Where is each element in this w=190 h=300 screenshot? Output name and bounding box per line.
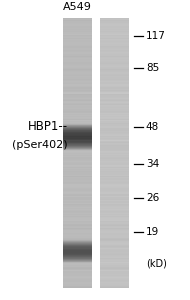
Text: (kD): (kD) <box>146 258 167 268</box>
Text: A549: A549 <box>63 2 91 12</box>
Text: 26: 26 <box>146 193 159 203</box>
Text: 48: 48 <box>146 122 159 132</box>
Text: 34: 34 <box>146 159 159 169</box>
Text: 19: 19 <box>146 227 159 237</box>
Text: (pSer402): (pSer402) <box>12 140 68 150</box>
Text: 85: 85 <box>146 63 159 73</box>
Text: HBP1--: HBP1-- <box>28 121 68 134</box>
Text: 117: 117 <box>146 31 166 41</box>
